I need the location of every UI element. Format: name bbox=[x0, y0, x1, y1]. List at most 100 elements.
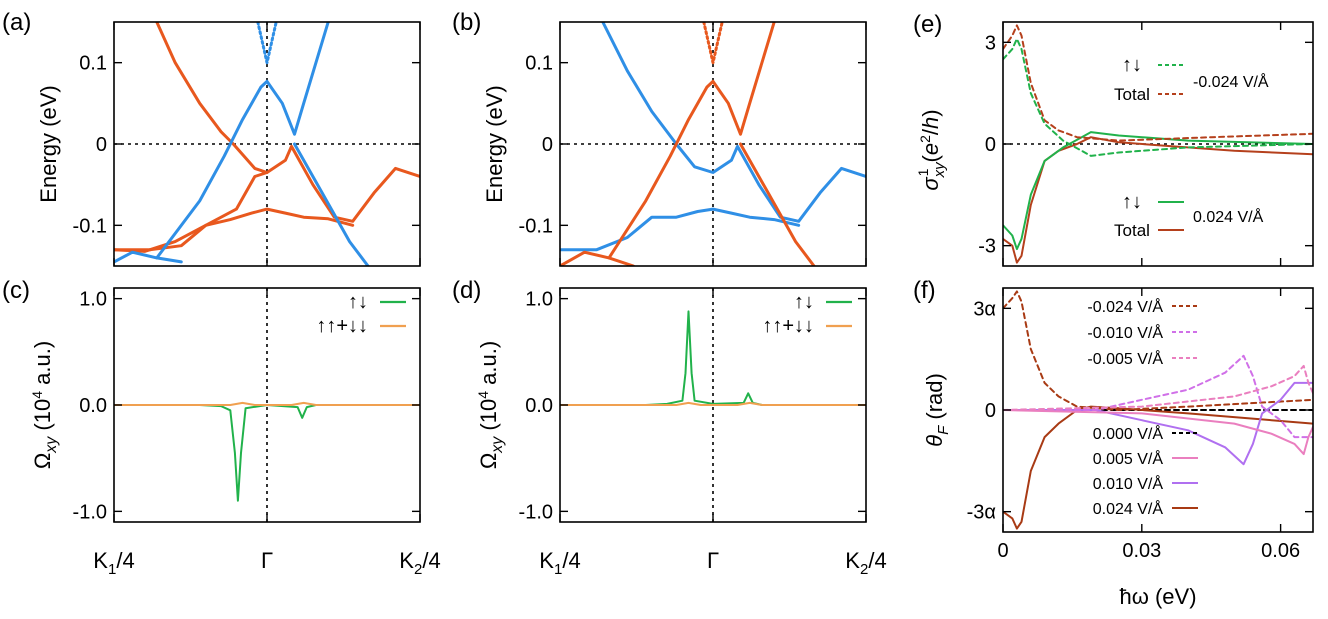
panel-e: 30-3(e)σxy1 (e2/h)↑↓Total-0.024 V/Å↑↓Tot… bbox=[913, 11, 1314, 267]
k-tail: /4 bbox=[868, 548, 886, 573]
legend-label: 0.010 V/Å bbox=[1093, 474, 1164, 493]
k-sub: 2 bbox=[860, 561, 868, 578]
series-orange-lower bbox=[560, 250, 635, 266]
y-tick-label: 0 bbox=[985, 400, 996, 422]
legend-label: ↑↓ bbox=[794, 291, 814, 313]
x-tick-label: 0.06 bbox=[1261, 540, 1300, 562]
series-0-010-v- bbox=[1003, 381, 1313, 466]
y-title-part: 4 bbox=[475, 391, 491, 399]
k-tail: /4 bbox=[562, 548, 580, 573]
legend-label: -0.010 V/Å bbox=[1087, 323, 1163, 342]
series-- bbox=[560, 310, 866, 406]
k-main: Γ bbox=[261, 548, 273, 573]
y-title-part: a.u.) bbox=[476, 341, 501, 391]
legend-field: -0.024 V/Å bbox=[1193, 72, 1269, 91]
y-title-part: ) bbox=[918, 109, 943, 116]
y-tick-label: 1.0 bbox=[79, 289, 107, 311]
series-blue-cone-right bbox=[293, 142, 370, 266]
k-point-label: K2/4 bbox=[845, 548, 886, 578]
k-sub: 1 bbox=[554, 561, 562, 578]
series-total-0-024-v- bbox=[1003, 24, 1313, 142]
y-axis-title: θF (rad) bbox=[922, 373, 952, 447]
legend-label: ↑↓ bbox=[348, 291, 368, 313]
y-axis-title: Energy (eV) bbox=[36, 85, 61, 202]
panel-label-d: (d) bbox=[452, 277, 481, 304]
y-title-part: θ bbox=[922, 435, 947, 447]
series-total-0-024-v- bbox=[1003, 136, 1313, 264]
y-tick-label: -1.0 bbox=[73, 501, 107, 523]
series-blue-lower bbox=[114, 250, 183, 264]
y-tick-label: -0.1 bbox=[73, 215, 107, 237]
series-group bbox=[114, 22, 420, 266]
series-group bbox=[114, 401, 420, 502]
y-title-part: e bbox=[918, 143, 943, 155]
k-sub: 2 bbox=[414, 561, 422, 578]
y-title-part: (rad) bbox=[922, 373, 947, 426]
y-title-part: 4 bbox=[29, 391, 45, 399]
y-tick-label: 0.1 bbox=[79, 53, 107, 75]
series-upper-cone bbox=[256, 22, 278, 65]
y-tick-label: 1.0 bbox=[525, 289, 553, 311]
series-orange-cone-right bbox=[739, 142, 816, 266]
panel-label-a: (a) bbox=[2, 9, 31, 36]
y-title-part: xy bbox=[489, 436, 506, 454]
y-title-part: (10 bbox=[476, 399, 501, 437]
y-title-part: Ω bbox=[30, 453, 55, 469]
y-axis-title: Ωxy (104 a.u.) bbox=[475, 341, 506, 469]
series-upper-cone bbox=[702, 22, 724, 65]
y-tick-label: 0.0 bbox=[79, 395, 107, 417]
series-blue-cross bbox=[155, 22, 330, 260]
series-- bbox=[560, 401, 866, 406]
legend-label: 0.000 V/Å bbox=[1093, 424, 1164, 443]
y-title-part: Ω bbox=[476, 453, 501, 469]
y-tick-label: 0.1 bbox=[525, 53, 553, 75]
panel-c: 1.0 0.0 -1.0 (c) Ωxy (104 a.u.) ↑↓↑↑+↓↓ bbox=[2, 277, 421, 523]
y-tick-label: 3α bbox=[973, 298, 996, 320]
y-title-part: a.u.) bbox=[30, 341, 55, 391]
series-group bbox=[1003, 290, 1313, 530]
series-orange-cross bbox=[607, 22, 776, 260]
series-lower-band-2 bbox=[114, 207, 355, 252]
k-main: Γ bbox=[707, 548, 719, 573]
y-title-part: σ bbox=[918, 177, 943, 191]
series-lower-cone bbox=[114, 144, 420, 253]
y-title-part: h bbox=[918, 117, 943, 129]
series-upper-blue-band bbox=[601, 22, 866, 223]
panel-label-e: (e) bbox=[913, 11, 942, 38]
series-group bbox=[1003, 24, 1313, 264]
panel-label-b: (b) bbox=[452, 9, 481, 36]
series-group bbox=[560, 22, 866, 266]
y-title-part: xy bbox=[931, 161, 948, 179]
x-tick-label: 0.03 bbox=[1122, 540, 1161, 562]
series--0-024-v- bbox=[1003, 37, 1313, 157]
y-title-part: xy bbox=[43, 436, 60, 454]
legend-label: Total bbox=[1114, 85, 1150, 104]
legend-label: 0.024 V/Å bbox=[1093, 499, 1164, 518]
y-tick-label: 3 bbox=[985, 32, 996, 54]
y-axis-title: Energy (eV) bbox=[482, 85, 507, 202]
k-main: K bbox=[845, 548, 860, 573]
y-axis-title: σxy1 (e2/h) bbox=[915, 109, 948, 190]
legend-field: 0.024 V/Å bbox=[1193, 207, 1264, 226]
k-tail: /4 bbox=[422, 548, 440, 573]
y-title-part: (10 bbox=[30, 399, 55, 437]
k-tail: /4 bbox=[116, 548, 134, 573]
y-tick-label: 0 bbox=[985, 134, 996, 156]
y-tick-label: 0 bbox=[96, 134, 107, 156]
y-tick-label: 0 bbox=[542, 134, 553, 156]
y-title-part: 1 bbox=[915, 168, 931, 176]
series--0-005-v- bbox=[1003, 364, 1313, 411]
y-title-part: F bbox=[935, 425, 952, 435]
x-tick-label: 0 bbox=[997, 540, 1008, 562]
legend-label: -0.005 V/Å bbox=[1087, 349, 1163, 368]
k-main: K bbox=[399, 548, 414, 573]
series-- bbox=[114, 401, 420, 406]
series--0-024-v- bbox=[1003, 290, 1313, 411]
k-point-label: K1/4 bbox=[93, 548, 134, 578]
series-0-005-v- bbox=[1003, 409, 1313, 456]
y-title-part: 2 bbox=[917, 135, 933, 143]
y-tick-label: -3α bbox=[967, 502, 996, 524]
panel-d: 1.0 0.0 -1.0 (d) Ωxy (104 a.u.) ↑↓↑↑+↓↓ bbox=[452, 277, 867, 523]
series-lower-blue-band bbox=[560, 207, 801, 252]
